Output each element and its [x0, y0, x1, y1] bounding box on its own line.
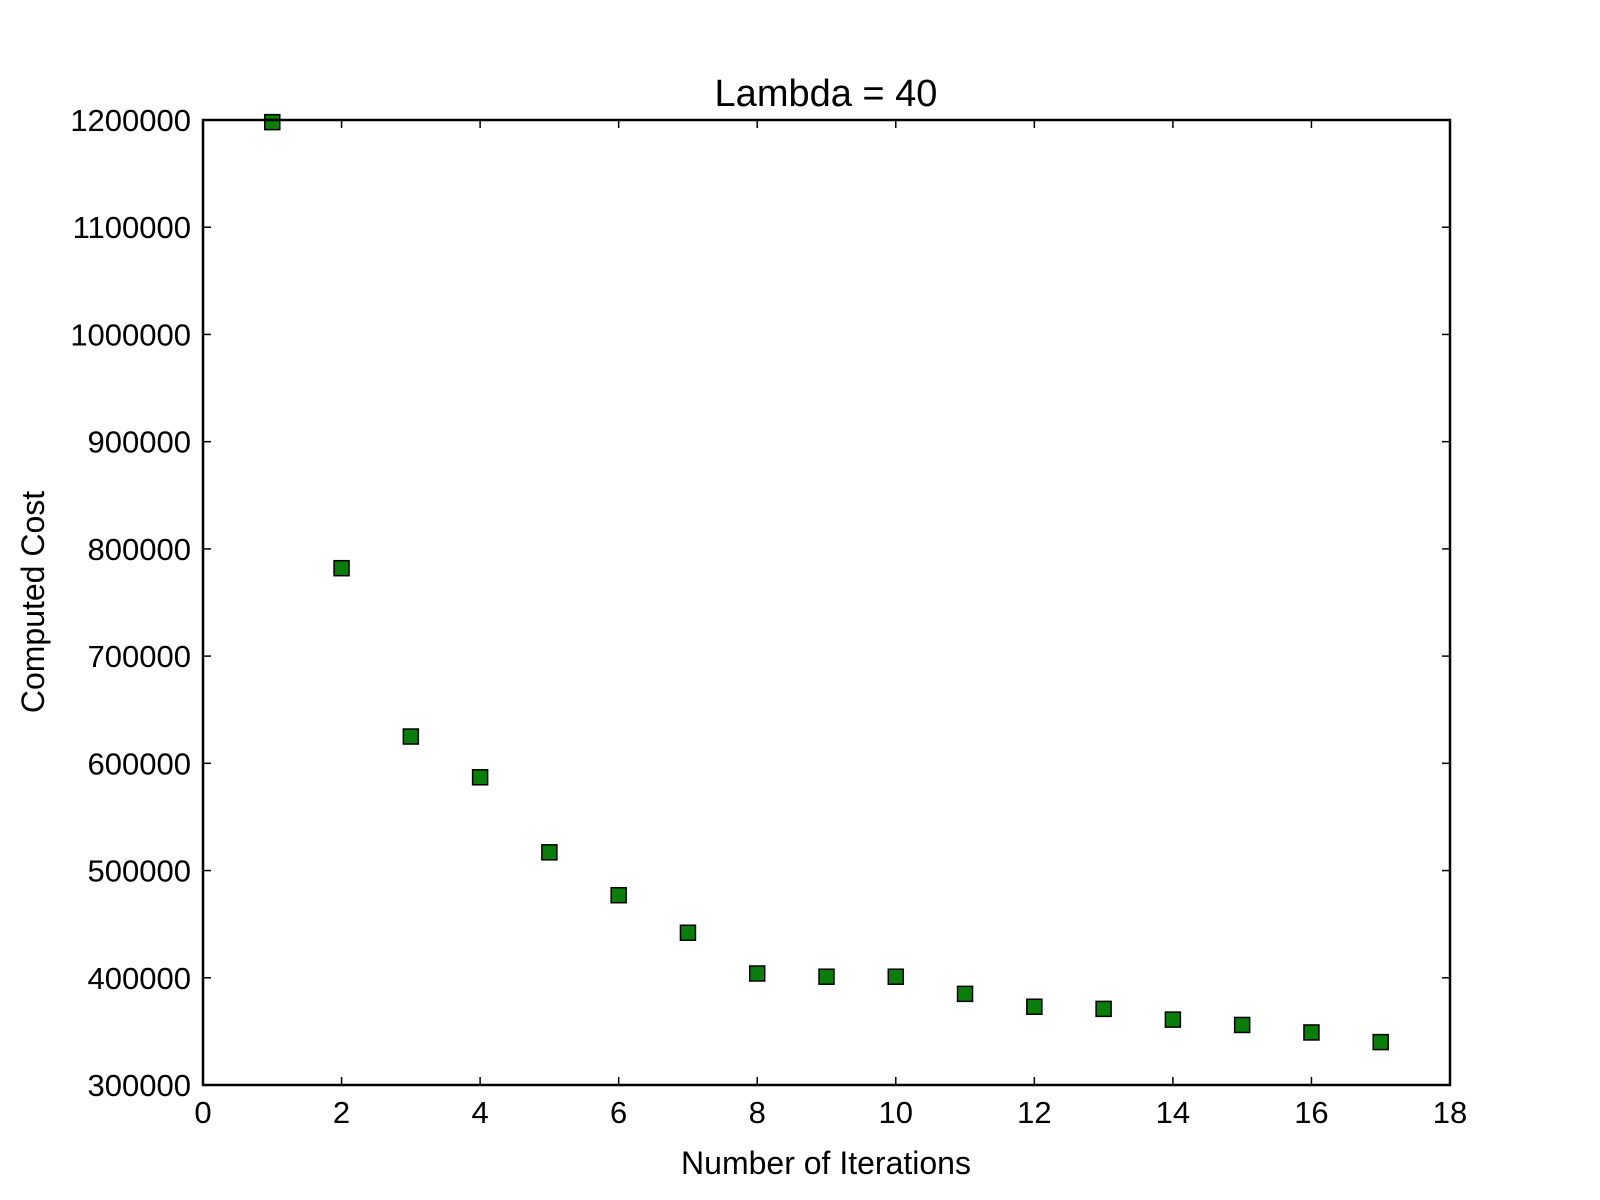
data-point: [679, 924, 697, 941]
x-tick-label: 2: [333, 1095, 350, 1130]
y-tick-label: 300000: [88, 1068, 191, 1103]
data-point: [748, 965, 766, 982]
x-tick-label: 12: [1017, 1095, 1051, 1130]
x-tick-label: 8: [749, 1095, 766, 1130]
data-point: [541, 844, 558, 861]
data-point: [1233, 1016, 1251, 1034]
data-point: [1164, 1011, 1182, 1028]
y-tick-label: 800000: [88, 532, 191, 567]
data-point: [1372, 1033, 1389, 1051]
x-tick-labels: 0 2 4 6 8 10 12 14 16 18: [194, 1095, 1467, 1130]
data-point: [1303, 1024, 1320, 1041]
x-axis-label: Number of Iterations: [681, 1145, 971, 1181]
data-point: [264, 113, 281, 131]
y-tick-label: 700000: [88, 639, 191, 674]
axis-ticks: [202, 119, 1451, 1086]
data-point: [333, 559, 350, 577]
y-tick-label: 900000: [88, 425, 191, 460]
chart-title: Lambda = 40: [715, 73, 938, 115]
y-tick-label: 500000: [88, 854, 191, 889]
y-tick-label: 400000: [88, 961, 191, 996]
x-tick-label: 6: [610, 1095, 627, 1130]
y-tick-label: 1000000: [70, 317, 191, 352]
y-tick-labels: 300000 400000 500000 600000 700000 800000 9000…: [70, 103, 191, 1103]
data-point: [956, 985, 974, 1003]
data-point: [1095, 1000, 1112, 1018]
y-tick-label: 1200000: [70, 103, 191, 138]
data-point: [402, 728, 420, 745]
plot-frame: [201, 118, 1452, 1087]
x-tick-label: 4: [471, 1095, 488, 1130]
data-point: [818, 968, 835, 985]
x-tick-label: 18: [1433, 1095, 1467, 1130]
x-tick-label: 0: [194, 1095, 211, 1130]
data-points: [264, 113, 1389, 1051]
data-point: [1026, 998, 1043, 1015]
data-point: [610, 886, 627, 904]
y-tick-label: 1100000: [73, 210, 191, 245]
x-tick-label: 14: [1156, 1095, 1190, 1130]
y-tick-label: 600000: [88, 746, 191, 781]
x-tick-label: 16: [1294, 1095, 1328, 1130]
data-point: [887, 968, 905, 985]
y-axis-label: Computed Cost: [15, 491, 51, 713]
x-tick-label: 10: [879, 1095, 913, 1130]
data-point: [471, 769, 489, 786]
